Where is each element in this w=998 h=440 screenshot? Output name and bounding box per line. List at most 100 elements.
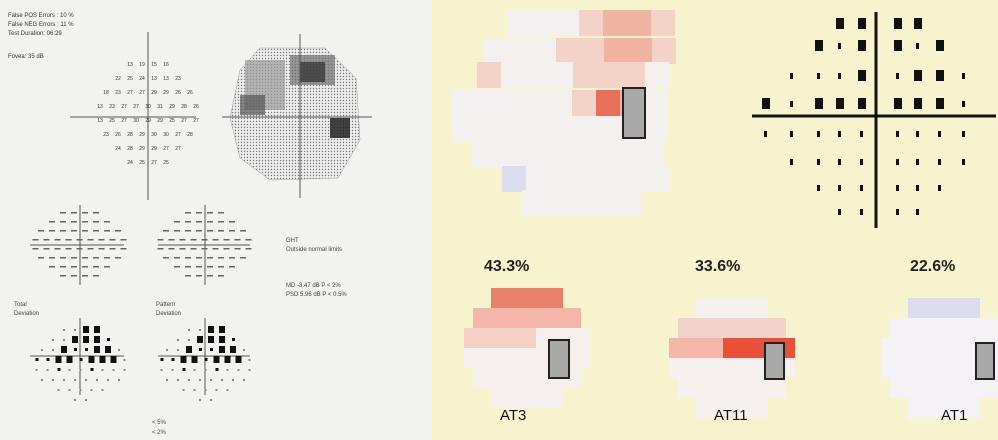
probability-symbol: [938, 131, 941, 137]
probability-symbol: [896, 131, 899, 137]
archetype-cell: [580, 38, 604, 64]
archetype-cell: [568, 142, 592, 168]
probability-symbol: [860, 209, 863, 215]
archetype-cell: [509, 308, 527, 328]
archetype-cell: [507, 10, 531, 36]
probability-symbol: [858, 70, 866, 81]
probability-symbol-map: [752, 12, 996, 228]
md-value: MD -3.47 dB P < 2%: [286, 283, 341, 289]
archetype-cell: [464, 348, 482, 368]
probability-symbol: [63, 379, 65, 381]
archetype-cell: [669, 358, 687, 378]
archetype-cell: [714, 378, 732, 398]
main-archetype-map: [452, 10, 676, 216]
archetype-cell: [881, 338, 899, 358]
probability-symbol: [762, 98, 770, 109]
deviation-value-mark: [218, 257, 224, 259]
probability-symbol: [180, 356, 187, 363]
sensitivity-value: 30: [133, 118, 139, 124]
archetype-cell: [596, 90, 620, 116]
probability-symbol: [79, 389, 82, 391]
probability-symbol: [213, 356, 220, 363]
at3-label: AT3: [500, 407, 527, 424]
sensitivity-value: 27: [121, 104, 127, 110]
probability-symbol: [166, 379, 168, 381]
archetype-cell: [980, 318, 998, 338]
archetype-cell: [527, 368, 545, 388]
probability-symbol: [101, 369, 104, 371]
deviation-value-mark: [71, 266, 77, 268]
archetype-cell: [652, 38, 676, 64]
probability-symbol: [248, 359, 251, 361]
archetype-cell: [696, 298, 714, 318]
probability-symbol: [936, 40, 944, 51]
sensitivity-value: 27: [127, 90, 133, 96]
probability-symbol: [916, 43, 919, 49]
deviation-value-mark: [196, 221, 202, 223]
deviation-value-mark: [82, 266, 88, 268]
probability-symbol: [66, 356, 73, 363]
archetype-cell: [627, 10, 651, 36]
deviation-value-mark: [54, 248, 61, 250]
sensitivity-value: 26: [115, 132, 121, 138]
archetype-cell: [908, 318, 926, 338]
archetype-cell: [646, 166, 670, 192]
deviation-value-mark: [234, 239, 241, 241]
probability-symbol: [52, 379, 54, 381]
deviation-value-mark: [93, 212, 99, 214]
archetype-cell: [500, 348, 518, 368]
sensitivity-value: 31: [157, 104, 163, 110]
deviation-value-mark: [179, 248, 186, 250]
archetype-cell: [476, 116, 500, 142]
probability-symbol: [210, 348, 213, 351]
archetype-panel: 43.3% 33.6% 22.6% AT3 AT11 AT1: [432, 0, 998, 440]
archetype-cell: [518, 348, 536, 368]
probability-symbol: [916, 159, 919, 165]
archetype-cell: [953, 338, 971, 358]
deviation-value-mark: [120, 248, 127, 250]
probability-symbol: [83, 326, 89, 333]
archetype-cell: [622, 166, 646, 192]
archetype-cell: [908, 378, 926, 398]
probability-symbol: [914, 98, 922, 109]
deviation-value-mark: [98, 248, 105, 250]
archetype-cell: [501, 62, 525, 88]
deviation-value-mark: [93, 230, 99, 232]
probability-symbol: [962, 159, 965, 165]
archetype-cell: [953, 358, 971, 378]
archetype-cell: [962, 318, 980, 338]
deviation-value-mark: [207, 266, 213, 268]
deviation-value-mark: [76, 239, 83, 241]
archetype-cell: [572, 116, 596, 142]
archetype-cell: [555, 10, 579, 36]
archetype-cell: [484, 38, 508, 64]
deviation-value-mark: [104, 230, 110, 232]
probability-symbol: [235, 356, 242, 363]
archetype-cell: [705, 338, 723, 358]
archetype-cell: [544, 142, 568, 168]
probability-symbol: [215, 368, 219, 371]
sensitivity-value: 27: [133, 104, 139, 110]
probability-symbol: [896, 159, 899, 165]
probability-symbol: [123, 369, 126, 371]
probability-symbol: [177, 339, 179, 341]
sensitivity-value: 30: [163, 132, 169, 138]
deviation-value-mark: [218, 266, 224, 268]
probability-symbol: [817, 131, 820, 137]
probability-symbol: [243, 379, 245, 381]
deviation-value-mark: [109, 248, 116, 250]
archetype-cell: [640, 142, 664, 168]
archetype-cell: [644, 90, 668, 116]
archetype-cell: [476, 90, 500, 116]
deviation-value-mark: [60, 221, 66, 223]
probability-symbol: [46, 358, 50, 361]
archetype-cell: [621, 62, 645, 88]
archetype-cell: [714, 398, 732, 418]
deviation-value-mark: [82, 230, 88, 232]
deviation-value-mark: [212, 239, 219, 241]
archetype-cell: [570, 190, 594, 216]
probability-symbol: [74, 348, 77, 351]
archetype-cell: [509, 288, 527, 308]
archetype-cell: [750, 398, 768, 418]
archetype-cell: [502, 166, 526, 192]
